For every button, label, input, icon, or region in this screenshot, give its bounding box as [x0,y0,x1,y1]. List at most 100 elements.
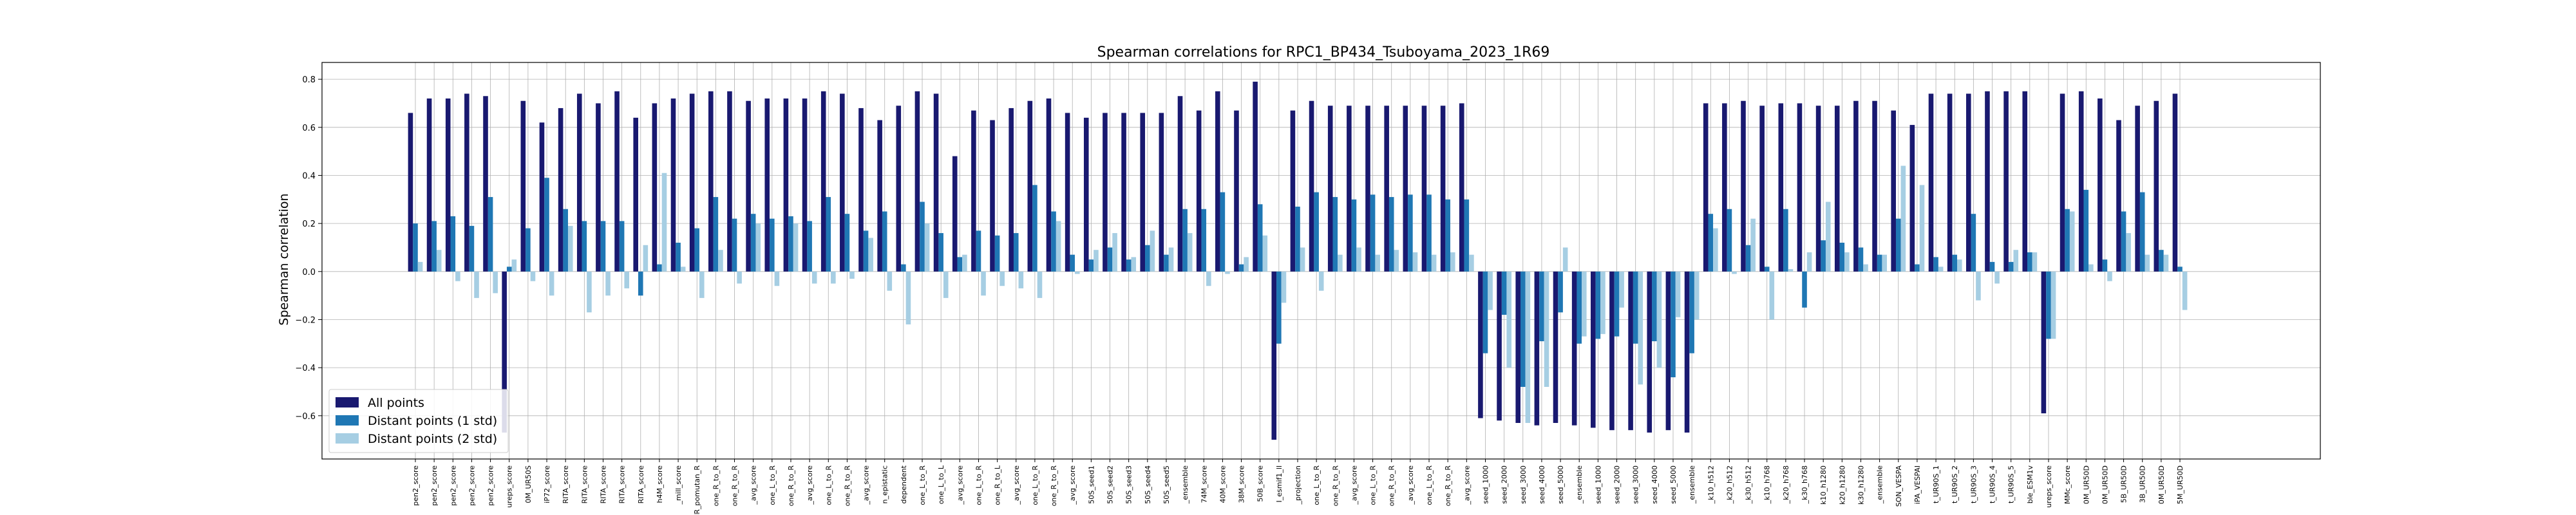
bar-series-2 [1619,271,1624,308]
bar-series-1 [1708,214,1714,272]
bar-series-2 [1244,257,1249,272]
bar-series-1 [1802,271,1807,308]
bar-series-2 [887,271,893,291]
bar-series-0 [1121,113,1126,272]
bar-series-1 [1238,264,1244,272]
bar-series-2 [436,250,442,272]
bar-series-1 [1989,261,1995,272]
x-tick-label: one_R_to_R [787,465,795,507]
x-tick-label: 50S_seed2 [1106,465,1115,504]
x-tick-label: one_R_to_R [1050,465,1058,507]
bar-series-0 [1872,100,1877,272]
bar-series-1 [1839,243,1845,272]
bar-series-0 [2060,93,2065,272]
bar-series-2 [1544,271,1549,387]
x-tick-label: 0M_UR50D [2082,465,2090,504]
x-tick-label: 50S_seed5 [1162,465,1171,504]
y-tick-label: −0.2 [295,315,316,325]
x-tick-label: seed_4000 [1538,465,1546,504]
x-tick-label: one_L_to_R [1369,465,1378,505]
bar-series-0 [2116,120,2121,272]
bar-series-2 [643,245,649,272]
x-tick-label: _k10_h512 [1707,465,1715,504]
x-tick-label: _avg_score [862,465,871,505]
x-tick-label: _avg_score [806,465,814,505]
x-tick-label: 5M_UR50D [2176,465,2184,504]
x-tick-label: I_esmif1_ll [1275,465,1283,503]
bar-series-0 [1778,103,1784,272]
bar-series-1 [1445,199,1450,272]
x-tick-label: 50S_seed1 [1087,465,1095,504]
x-tick-label: 50S_seed3 [1125,465,1133,504]
bar-series-1 [582,221,587,272]
bar-series-1 [826,197,831,272]
bar-series-1 [1332,197,1338,272]
bar-series-1 [1051,211,1056,272]
bar-series-2 [831,271,836,284]
x-tick-label: RITA_score [599,465,607,504]
bar-series-0 [971,110,976,272]
bar-series-1 [506,267,512,272]
bar-series-2 [417,261,423,272]
bar-series-2 [2182,271,2188,310]
bar-series-2 [2107,271,2112,281]
bar-series-1 [1671,271,1676,378]
bar-series-1 [1877,254,1882,272]
bar-series-0 [1234,110,1239,272]
bar-series-1 [1971,214,1976,272]
x-tick-label: one_R_to_R [712,465,720,507]
x-tick-label: seed_2000 [1501,465,1509,504]
x-tick-label: seed_4000 [1651,465,1659,504]
x-tick-label: one_R_to_R [1331,465,1340,507]
bar-series-0 [1571,271,1577,426]
x-tick-label: one_L_to_L [937,465,945,504]
bar-series-1 [788,216,793,272]
bar-series-2 [1788,269,1794,272]
bar-series-0 [2022,91,2028,272]
bar-series-1 [413,223,418,272]
x-tick-label: t_UR90S_5 [2007,465,2016,503]
bar-series-2 [1394,250,1399,272]
bar-series-1 [1952,254,1957,272]
x-tick-label: 74M_score [1200,465,1208,503]
x-tick-label: one_L_to_R [918,465,927,505]
bar-series-1 [2027,252,2032,272]
bar-series-1 [1426,194,1432,272]
bar-series-0 [1271,271,1277,440]
x-tick-label: seed_3000 [1519,465,1528,504]
x-tick-label: pen2_score [449,465,457,506]
plot-frame [321,62,2321,460]
bar-series-1 [1520,271,1526,387]
bar-series-2 [962,254,967,272]
bar-series-1 [976,230,981,272]
bar-series-2 [1018,271,1024,288]
bar-series-0 [1403,106,1408,272]
bar-series-0 [1253,81,1258,272]
bar-series-1 [920,201,925,272]
bar-series-2 [1375,254,1380,272]
bar-series-0 [2172,93,2178,272]
bar-series-1 [431,221,437,272]
bar-series-2 [661,173,667,272]
y-axis-label: Spearman correlation [277,193,291,325]
x-tick-label: n_epistatic [881,465,889,503]
bar-series-1 [676,243,681,272]
bar-series-1 [563,209,568,272]
bar-series-1 [1276,271,1282,344]
bar-series-0 [576,93,582,272]
bar-series-2 [1825,201,1831,272]
legend: All points Distant points (1 std) Distan… [328,389,509,453]
bar-series-0 [1497,271,1502,421]
bar-series-1 [1201,209,1207,272]
bar-series-0 [877,120,882,272]
x-tick-label: iP72_score [543,465,551,503]
bar-series-2 [493,271,498,294]
bar-series-1 [544,178,549,272]
bar-series-0 [1722,103,1727,272]
legend-swatch-distant-2std [336,433,359,444]
bar-series-1 [2177,267,2183,272]
bar-series-1 [1933,257,1938,272]
x-tick-label: _k10_h768 [1763,465,1772,504]
bar-series-0 [1027,100,1033,272]
bar-series-1 [450,216,456,272]
